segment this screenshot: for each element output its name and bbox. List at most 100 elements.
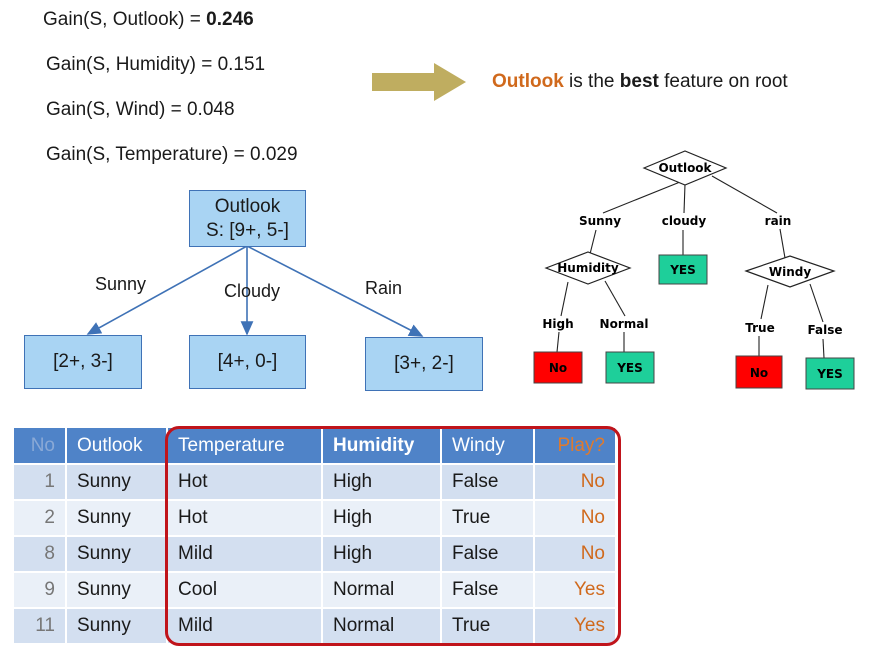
tree-branch-rain: rain xyxy=(765,214,792,228)
split-child-cloudy-counts: [4+, 0-] xyxy=(217,351,278,372)
tree-branch-sunny: Sunny xyxy=(579,214,621,228)
tree-node-humidity-label: Humidity xyxy=(557,261,619,275)
right-arrow-icon xyxy=(372,63,466,101)
cell-outlook: Sunny xyxy=(66,608,168,645)
cell-no: 1 xyxy=(14,464,67,501)
conclusion-feature: Outlook xyxy=(492,71,564,92)
tree-leaf-cloudy xyxy=(658,254,708,285)
cell-no: 9 xyxy=(14,572,67,609)
conclusion-text: Outlook is the best feature on root xyxy=(492,71,788,93)
split-root-label: Outlook xyxy=(214,195,281,217)
cell-play: No xyxy=(534,536,617,573)
tree-branch-normal: Normal xyxy=(600,317,649,331)
cell-temperature: Hot xyxy=(167,464,323,501)
header-play: Play? xyxy=(534,428,617,465)
tree-branch-false: False xyxy=(808,323,843,337)
table-row: 2 Sunny Hot High True No xyxy=(14,500,617,537)
cell-play: No xyxy=(534,464,617,501)
table-row: 9 Sunny Cool Normal False Yes xyxy=(14,572,617,609)
tree-node-humidity xyxy=(544,251,632,285)
cell-no: 11 xyxy=(14,608,67,645)
cell-windy: True xyxy=(441,500,535,537)
tree-branch-cloudy: cloudy xyxy=(662,214,707,228)
split-branch-cloudy: Cloudy xyxy=(224,281,281,301)
split-branch-sunny: Sunny xyxy=(95,274,147,294)
tree-node-windy-label: Windy xyxy=(769,265,811,279)
gain-humidity: Gain(S, Humidity) = 0.151 xyxy=(46,54,265,76)
cell-temperature: Mild xyxy=(167,536,323,573)
cell-outlook: Sunny xyxy=(66,464,168,501)
split-child-cloudy: [4+, 0-] xyxy=(189,335,306,389)
table-header-row: No Outlook Temperature Humidity Windy Pl… xyxy=(14,428,617,465)
tree-node-windy xyxy=(744,255,836,288)
tree-branch-true: True xyxy=(745,321,774,335)
data-table: No Outlook Temperature Humidity Windy Pl… xyxy=(14,428,617,645)
table-row: 11 Sunny Mild Normal True Yes xyxy=(14,608,617,645)
header-temperature: Temperature xyxy=(167,428,323,465)
conclusion-best: best xyxy=(619,71,659,92)
split-root-counts: S: [9+, 5-] xyxy=(206,219,289,241)
gain-temperature: Gain(S, Temperature) = 0.029 xyxy=(46,144,298,166)
split-branch-rain: Rain xyxy=(365,278,403,298)
cell-temperature: Cool xyxy=(167,572,323,609)
gain-outlook-value: 0.246 xyxy=(206,9,254,30)
conclusion-text-part2: feature on root xyxy=(658,71,788,92)
split-edge-rain xyxy=(246,245,424,337)
conclusion-text-part1: is the xyxy=(563,71,620,92)
header-windy: Windy xyxy=(441,428,535,465)
gain-wind-value: 0.048 xyxy=(186,99,235,120)
tree-leaf-cloudy-label: YES xyxy=(669,263,696,277)
gain-outlook: Gain(S, Outlook) = 0.246 xyxy=(43,9,254,31)
cell-play: No xyxy=(534,500,617,537)
cell-outlook: Sunny xyxy=(66,572,168,609)
table-row: 8 Sunny Mild High False No xyxy=(14,536,617,573)
cell-windy: False xyxy=(441,572,535,609)
cell-outlook: Sunny xyxy=(66,500,168,537)
tree-leaf-normal xyxy=(605,351,655,384)
gain-wind: Gain(S, Wind) = 0.048 xyxy=(46,99,235,121)
gain-humidity-value: 0.151 xyxy=(217,54,266,75)
gain-outlook-label: Gain(S, Outlook) = xyxy=(43,9,207,30)
cell-outlook: Sunny xyxy=(66,536,168,573)
gain-temperature-label: Gain(S, Temperature) = xyxy=(46,144,250,165)
cell-no: 2 xyxy=(14,500,67,537)
split-child-sunny-counts: [2+, 3-] xyxy=(53,351,113,372)
header-no: No xyxy=(14,428,67,465)
gain-humidity-label: Gain(S, Humidity) = xyxy=(46,54,218,75)
tree-leaf-true xyxy=(735,355,783,389)
cell-humidity: High xyxy=(322,536,442,573)
cell-humidity: Normal xyxy=(322,608,442,645)
cell-windy: False xyxy=(441,464,535,501)
tree-node-outlook xyxy=(642,150,728,186)
tree-leaf-false xyxy=(805,357,855,390)
cell-humidity: High xyxy=(322,464,442,501)
cell-no: 8 xyxy=(14,536,67,573)
split-edge-sunny xyxy=(86,245,248,335)
cell-play: Yes xyxy=(534,572,617,609)
gain-wind-label: Gain(S, Wind) = xyxy=(46,99,187,120)
cell-play: Yes xyxy=(534,608,617,645)
header-humidity: Humidity xyxy=(322,428,442,465)
table-row: 1 Sunny Hot High False No xyxy=(14,464,617,501)
cell-windy: False xyxy=(441,536,535,573)
split-child-rain-counts: [3+, 2-] xyxy=(394,353,454,374)
split-child-rain: [3+, 2-] xyxy=(365,337,483,391)
cell-humidity: Normal xyxy=(322,572,442,609)
cell-humidity: High xyxy=(322,500,442,537)
tree-node-outlook-label: Outlook xyxy=(658,161,712,175)
tree-branch-high: High xyxy=(542,317,573,331)
split-root-node: Outlook S: [9+, 5-] xyxy=(189,190,306,247)
tree-leaf-true-label: No xyxy=(750,366,768,380)
tree-leaf-normal-label: YES xyxy=(616,361,643,375)
split-child-sunny: [2+, 3-] xyxy=(24,335,142,389)
cell-windy: True xyxy=(441,608,535,645)
tree-leaf-high-label: No xyxy=(549,361,567,375)
gain-temperature-value: 0.029 xyxy=(250,144,298,165)
cell-temperature: Mild xyxy=(167,608,323,645)
tree-leaf-false-label: YES xyxy=(816,367,843,381)
header-outlook: Outlook xyxy=(66,428,168,465)
cell-temperature: Hot xyxy=(167,500,323,537)
tree-leaf-high xyxy=(533,351,583,384)
